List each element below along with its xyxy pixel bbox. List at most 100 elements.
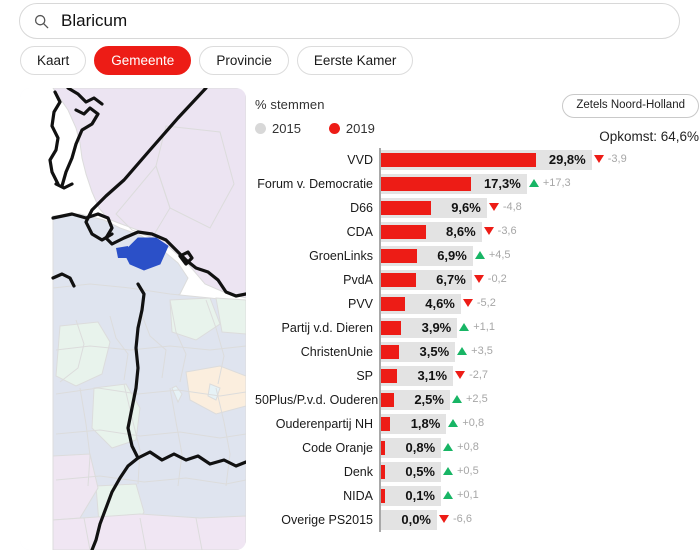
selected-municipality-exclave [116, 246, 130, 258]
table-row[interactable]: Code Oranje 0,8% +0,8 [255, 436, 699, 460]
party-label: Partij v.d. Dieren [281, 321, 373, 335]
axis-line [379, 148, 381, 172]
bar-2015 [381, 366, 454, 386]
delta-value: +0,5 [457, 465, 479, 477]
party-label: CDA [346, 225, 373, 239]
delta-indicator: +17,3 [528, 177, 571, 189]
table-row[interactable]: CDA 8,6% -3,6 [255, 220, 699, 244]
triangle-up-icon [528, 179, 539, 187]
axis-line [379, 364, 381, 388]
table-row[interactable]: Overige PS2015 0,0% -6,6 [255, 508, 699, 532]
bar-track: 6,7% -0,2 [379, 268, 699, 292]
table-row[interactable]: Partij v.d. Dieren 3,9% +1,1 [255, 316, 699, 340]
table-row[interactable]: NIDA 0,1% +0,1 [255, 484, 699, 508]
bar-track: 8,6% -3,6 [379, 220, 699, 244]
table-row[interactable]: GroenLinks 6,9% +4,5 [255, 244, 699, 268]
bar-2019 [381, 489, 385, 503]
bar-2015 [381, 438, 442, 458]
party-label: Ouderenpartij NH [275, 417, 373, 431]
seats-button[interactable]: Zetels Noord-Holland [562, 94, 699, 118]
vote-percentage: 2,5% [414, 392, 444, 407]
bar-2015 [381, 414, 447, 434]
triangle-down-icon [483, 227, 494, 235]
bar-track: 2,5% +2,5 [379, 388, 699, 412]
chart-header-left: % stemmen 2015 2019 [255, 97, 375, 136]
triangle-down-icon [593, 155, 604, 163]
delta-value: -2,7 [469, 369, 489, 381]
bar-track: 3,9% +1,1 [379, 316, 699, 340]
turnout-label: Opkomst: 64,6% [599, 128, 699, 144]
party-label: GroenLinks [309, 249, 373, 263]
delta-indicator: -4,8 [488, 201, 522, 213]
bar-2015 [381, 390, 450, 410]
map-regions [48, 88, 246, 550]
delta-value: -0,2 [487, 273, 507, 285]
map-panel[interactable] [20, 88, 246, 550]
delta-indicator: -3,9 [593, 153, 627, 165]
table-row[interactable]: SP 3,1% -2,7 [255, 364, 699, 388]
party-label: PvdA [343, 273, 373, 287]
delta-indicator: +1,1 [459, 321, 495, 333]
bar-track: 3,5% +3,5 [379, 340, 699, 364]
bar-2015 [381, 462, 441, 482]
vote-percentage: 0,1% [405, 488, 435, 503]
bar-2015 [381, 342, 456, 362]
vote-percentage: 3,1% [417, 368, 448, 383]
bar-2015 [381, 486, 441, 506]
table-row[interactable]: Forum v. Democratie 17,3% +17,3 [255, 172, 699, 196]
tab-kaart[interactable]: Kaart [20, 46, 87, 75]
vote-percentage: 0,0% [401, 512, 431, 527]
table-row[interactable]: Denk 0,5% +0,5 [255, 460, 699, 484]
delta-indicator: +0,1 [443, 489, 479, 501]
axis-line [379, 388, 381, 412]
delta-value: -3,6 [497, 225, 517, 237]
bar-2019 [381, 345, 400, 359]
bar-2019 [381, 177, 471, 191]
delta-indicator: -5,2 [462, 297, 496, 309]
vote-percentage: 4,6% [425, 296, 455, 311]
triangle-down-icon [488, 203, 499, 211]
search-input[interactable] [61, 11, 665, 31]
tab-eerste-kamer[interactable]: Eerste Kamer [296, 46, 414, 75]
table-row[interactable]: D66 9,6% -4,8 [255, 196, 699, 220]
party-label: Forum v. Democratie [257, 177, 373, 191]
table-row[interactable]: VVD 29,8% -3,9 [255, 148, 699, 172]
table-row[interactable]: PvdA 6,7% -0,2 [255, 268, 699, 292]
axis-line [379, 244, 381, 268]
axis-line [379, 172, 381, 196]
triangle-up-icon [443, 491, 453, 499]
legend-label: 2015 [272, 121, 301, 136]
bar-chart-rows: VVD 29,8% -3,9 Forum v. Democratie 17,3% +17,… [255, 148, 699, 532]
axis-line [379, 292, 381, 316]
party-label: PVV [347, 297, 373, 311]
table-row[interactable]: ChristenUnie 3,5% +3,5 [255, 340, 699, 364]
search-bar[interactable] [19, 3, 680, 39]
delta-indicator: +0,8 [443, 441, 479, 453]
table-row[interactable]: Ouderenpartij NH 1,8% +0,8 [255, 412, 699, 436]
delta-indicator: -6,6 [439, 513, 472, 525]
bar-2019 [381, 369, 398, 383]
bar-track: 0,8% +0,8 [379, 436, 699, 460]
table-row[interactable]: 50Plus/P.v.d. Ouderen 2,5% +2,5 [255, 388, 699, 412]
table-row[interactable]: PVV 4,6% -5,2 [255, 292, 699, 316]
municipality-map[interactable] [20, 88, 246, 550]
delta-indicator: -2,7 [455, 369, 488, 381]
delta-indicator: -3,6 [483, 225, 517, 237]
bar-track: 0,1% +0,1 [379, 484, 699, 508]
bar-2019 [381, 417, 391, 431]
vote-percentage: 3,5% [419, 344, 450, 359]
chart-legend: 2015 2019 [255, 121, 375, 136]
bar-2015 [381, 510, 437, 530]
party-label: D66 [350, 201, 373, 215]
party-label: 50Plus/P.v.d. Ouderen [255, 393, 379, 407]
triangle-up-icon [443, 467, 453, 475]
bar-track: 1,8% +0,8 [379, 412, 699, 436]
tab-provincie[interactable]: Provincie [199, 46, 289, 75]
tab-gemeente[interactable]: Gemeente [94, 46, 192, 75]
axis-line [379, 484, 381, 508]
bar-track: 0,5% +0,5 [379, 460, 699, 484]
bar-2019 [381, 441, 386, 455]
vote-percentage: 3,9% [421, 320, 452, 335]
triangle-down-icon [462, 299, 473, 307]
triangle-down-icon [439, 515, 449, 523]
